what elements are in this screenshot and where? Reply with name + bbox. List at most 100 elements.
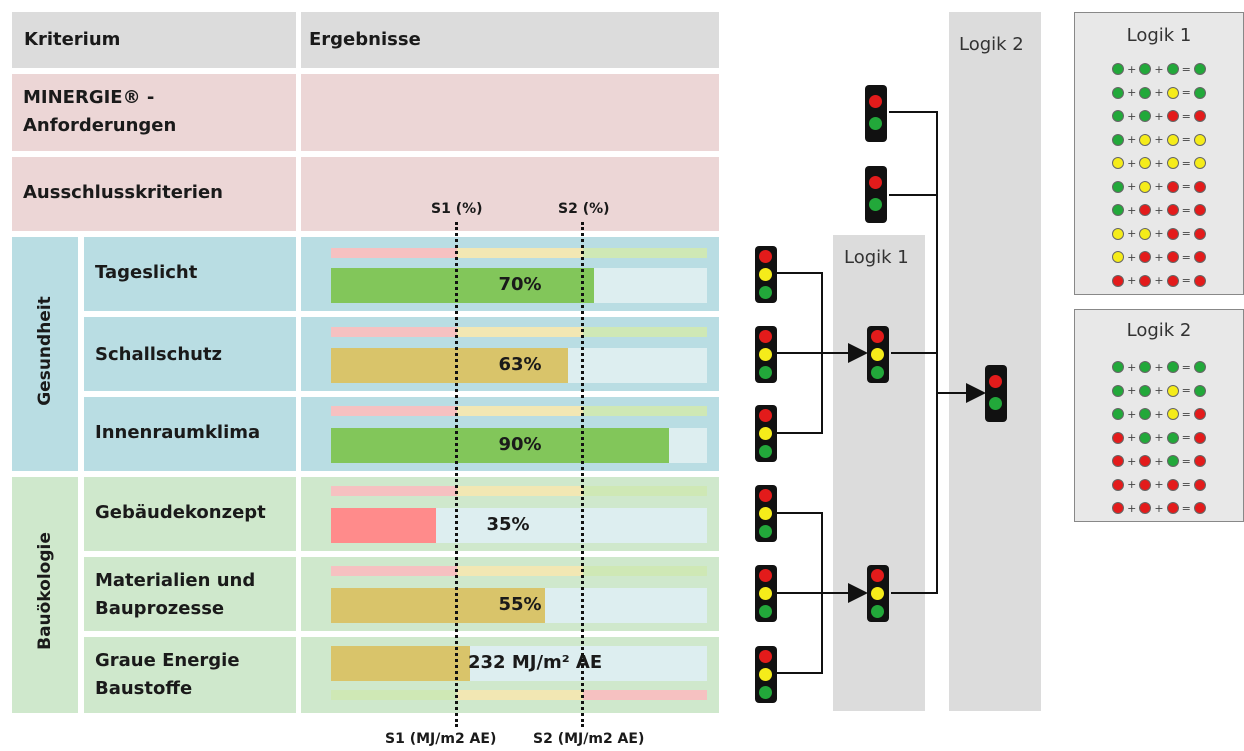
operator-symbol: = [1181, 62, 1191, 76]
traffic-light-icon [755, 246, 777, 303]
traffic-light-icon [755, 646, 777, 703]
result-bar [331, 588, 545, 623]
signal-dot-icon [1139, 431, 1152, 444]
operator-symbol: + [1127, 86, 1137, 99]
signal-dot-icon [1139, 408, 1152, 420]
signal-dot-icon [1112, 384, 1125, 397]
result-value: 35% [486, 514, 530, 535]
signal-dot-icon [1166, 502, 1179, 514]
operator-symbol: + [1154, 250, 1164, 264]
criterion-schallschutz: Schallschutz [84, 317, 296, 391]
operator-symbol: + [1154, 62, 1164, 76]
criterion-label-line2: Baustoffe [95, 678, 193, 699]
s1-threshold-line [455, 222, 458, 727]
logic-rule-row: + + = [1075, 475, 1243, 495]
header-criterion-cell: Kriterium [12, 12, 296, 68]
signal-dot-icon [1193, 455, 1206, 467]
minergie-result [301, 74, 719, 151]
operator-symbol: = [1181, 501, 1191, 515]
operator-symbol: = [1181, 133, 1191, 146]
operator-symbol: + [1154, 501, 1164, 515]
logic1-rules-title: Logik 1 [1126, 25, 1192, 46]
operator-symbol: + [1127, 384, 1137, 397]
result-value: 232 MJ/m² AE [468, 652, 603, 673]
operator-symbol: = [1181, 156, 1191, 170]
operator-symbol: = [1181, 227, 1191, 240]
signal-dot-icon [1112, 455, 1125, 467]
result-bar [331, 646, 470, 681]
operator-symbol: + [1154, 360, 1164, 374]
threshold-strip-yellow [457, 486, 583, 496]
logic-rule-row: + + = [1075, 224, 1243, 244]
logic2-rules-title: Logik 2 [1126, 320, 1192, 341]
s2-bottom-label: S2 (MJ/m2 AE) [533, 731, 645, 747]
s1-bottom-label: S1 (MJ/m2 AE) [385, 731, 497, 747]
operator-symbol: = [1181, 109, 1191, 123]
criterion-label: Schallschutz [95, 344, 223, 365]
signal-dot-icon [1166, 157, 1179, 169]
signal-dot-icon [1112, 204, 1125, 216]
operator-symbol: + [1154, 180, 1164, 193]
threshold-strip-green [583, 566, 707, 576]
operator-symbol: = [1181, 250, 1191, 264]
logic-rule-row: + + = [1075, 130, 1243, 150]
criterion-innenraumklima: Innenraumklima [84, 397, 296, 471]
signal-dot-icon [1139, 86, 1152, 99]
threshold-strip-red [331, 566, 457, 576]
exclusion-result [301, 157, 719, 231]
signal-dot-icon [1166, 274, 1179, 287]
signal-dot-icon [1166, 86, 1179, 99]
result-bar [331, 508, 436, 543]
criterion-label-line2: Bauprozesse [95, 598, 225, 619]
traffic-light-icon [867, 565, 889, 622]
signal-dot-icon [1139, 63, 1152, 75]
signal-dot-icon [1193, 157, 1206, 169]
operator-symbol: + [1127, 454, 1137, 468]
group-eco-cell: Bauökologie [12, 477, 78, 713]
threshold-strip-red [331, 248, 457, 258]
logic-rule-row: + + = [1075, 177, 1243, 197]
criterion-label-line1: Materialien und [95, 570, 256, 591]
header-results: Ergebnisse [309, 29, 421, 50]
signal-dot-icon [1139, 274, 1152, 287]
signal-dot-icon [1166, 133, 1179, 146]
criterion-label: Graue Energie Baustoffe [95, 647, 240, 703]
criterion-label: Innenraumklima [95, 422, 261, 443]
traffic-light-icon [985, 365, 1007, 422]
minergie-line2: Anforderungen [23, 115, 177, 136]
threshold-strip-green [583, 248, 707, 258]
signal-dot-icon [1112, 63, 1125, 75]
traffic-light-icon [865, 166, 887, 223]
criterion-label: Tageslicht [95, 262, 198, 283]
operator-symbol: + [1154, 227, 1164, 240]
traffic-light-icon [755, 485, 777, 542]
signal-dot-icon [1112, 227, 1125, 240]
signal-dot-icon [1193, 478, 1206, 491]
result-value: 90% [498, 434, 542, 455]
operator-symbol: + [1127, 109, 1137, 123]
logic-rule-row: + + = [1075, 498, 1243, 518]
minergie-cell: MINERGIE® - Anforderungen [12, 74, 296, 151]
signal-dot-icon [1112, 157, 1125, 169]
operator-symbol: + [1127, 62, 1137, 76]
signal-dot-icon [1112, 361, 1125, 373]
exclusion-cell: Ausschlusskriterien [12, 157, 296, 231]
signal-dot-icon [1139, 502, 1152, 514]
result-value: 63% [498, 354, 542, 375]
signal-dot-icon [1166, 63, 1179, 75]
logic1-lane: Logik 1 [833, 235, 925, 711]
operator-symbol: + [1127, 250, 1137, 264]
signal-dot-icon [1193, 180, 1206, 193]
connector [889, 111, 938, 393]
signal-dot-icon [1112, 478, 1125, 491]
operator-symbol: + [1154, 407, 1164, 421]
operator-symbol: + [1127, 203, 1137, 217]
signal-dot-icon [1166, 180, 1179, 193]
minergie-label: MINERGIE® - Anforderungen [23, 84, 176, 140]
traffic-light-icon [867, 326, 889, 383]
logic-rule-row: + + = [1075, 404, 1243, 424]
logic1-lane-title: Logik 1 [844, 247, 909, 268]
header-criterion: Kriterium [24, 29, 121, 50]
result-bar [331, 268, 594, 303]
threshold-strip-yellow [457, 690, 583, 700]
